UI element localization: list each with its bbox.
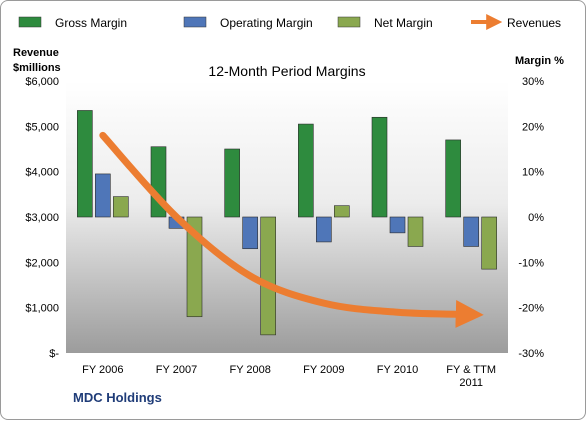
x-tick-label: FY & TTM <box>446 364 496 376</box>
legend-label: Gross Margin <box>55 16 127 30</box>
x-tick-label: FY 2009 <box>303 364 344 376</box>
right-tick-label: -30% <box>518 348 544 360</box>
right-tick-label: 30% <box>522 76 544 88</box>
left-axis-title-line1: Revenue <box>13 47 59 59</box>
left-tick-label: $6,000 <box>25 76 59 88</box>
left-axis: $6,000 $5,000 $4,000 $3,000 $2,000 $1,000 $- <box>25 76 59 360</box>
operating-margin-bar <box>389 216 406 234</box>
x-tick-label: FY 2010 <box>377 364 418 376</box>
left-tick-label: $5,000 <box>25 121 59 133</box>
legend-label: Operating Margin <box>220 16 313 30</box>
operating-margin-bar <box>316 216 332 243</box>
gross-margin-bar <box>224 148 240 218</box>
net-margin-bar <box>113 196 129 218</box>
chart-title: 12-Month Period Margins <box>208 63 365 79</box>
left-tick-label: $- <box>49 348 59 360</box>
right-axis-title: Margin % <box>515 55 564 67</box>
operating-margin-bar <box>463 216 479 247</box>
right-tick-label: -20% <box>518 303 544 315</box>
left-tick-label: $1,000 <box>25 303 59 315</box>
operating-margin-bar <box>95 173 111 218</box>
right-tick-label: -10% <box>518 257 544 269</box>
revenue-series <box>99 131 484 328</box>
x-tick-label: FY 2008 <box>229 364 270 376</box>
operating-margin-bar <box>242 216 258 250</box>
bars <box>77 110 497 336</box>
right-tick-label: 20% <box>522 121 544 133</box>
left-tick-label: $2,000 <box>25 257 59 269</box>
left-tick-label: $3,000 <box>25 212 59 224</box>
net-margin-bar <box>334 205 350 218</box>
company-name: MDC Holdings <box>73 390 162 405</box>
legend-swatch-net-margin <box>337 16 361 28</box>
legend: Gross Margin Operating Margin Net Margin Re… <box>18 14 561 30</box>
x-tick-label: FY 2006 <box>82 364 123 376</box>
gross-margin-bar <box>77 110 93 218</box>
x-tick-label: 2011 <box>459 377 483 389</box>
x-tick-label: FY 2007 <box>156 364 197 376</box>
net-margin-bar <box>260 216 276 336</box>
revenues-line <box>99 131 484 328</box>
right-tick-label: 10% <box>522 167 544 179</box>
x-axis: FY 2006 FY 2007 FY 2008 FY 2009 FY 2010 FY & … <box>82 364 496 389</box>
net-margin-bar <box>186 216 203 318</box>
right-tick-label: 0% <box>528 212 544 224</box>
gross-margin-bar <box>298 123 314 218</box>
plot-area <box>66 81 508 353</box>
net-margin-bar <box>481 216 497 270</box>
legend-label: Revenues <box>507 16 561 30</box>
legend-swatch-operating-margin <box>183 16 207 28</box>
left-tick-label: $4,000 <box>25 167 59 179</box>
legend-swatch-gross-margin <box>18 16 42 28</box>
left-axis-title-line2: $millions <box>13 62 61 74</box>
gross-margin-bar <box>371 116 388 218</box>
legend-label: Net Margin <box>374 16 433 30</box>
right-axis: 30% 20% 10% 0% -10% -20% -30% <box>518 76 544 360</box>
gross-margin-bar <box>445 139 461 218</box>
net-margin-bar <box>407 216 424 247</box>
